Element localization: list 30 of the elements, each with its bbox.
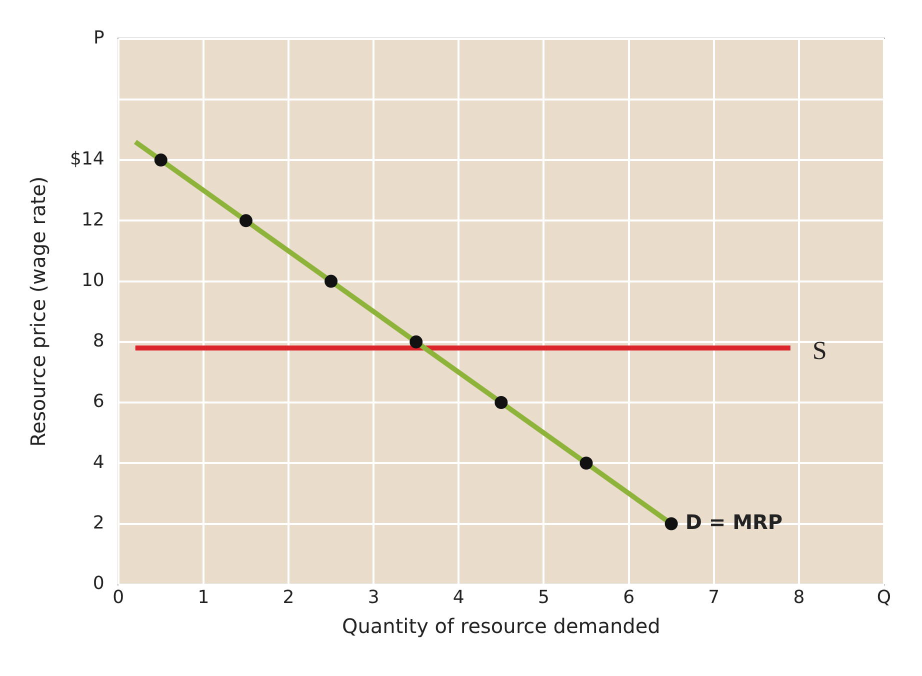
point: [580, 456, 593, 470]
x-tick-label: 5: [538, 586, 550, 608]
x-tick-label: 0: [112, 586, 124, 608]
point: [154, 154, 168, 167]
y-tick-label: 12: [81, 209, 104, 230]
y-axis-title: Resource price (wage rate): [26, 176, 50, 447]
x-tick-label: 8: [793, 586, 805, 608]
y-tick-label: $14: [70, 148, 104, 170]
point: [664, 517, 678, 530]
x-tick-label: 1: [198, 586, 210, 608]
y-tick-label: 6: [92, 391, 104, 412]
x-tick-label: Q: [876, 586, 892, 608]
series-label: S: [812, 336, 827, 365]
y-tick-label: 0: [92, 573, 104, 594]
point: [494, 396, 508, 410]
x-tick-label: 4: [452, 586, 464, 608]
y-tick-label: P: [93, 27, 104, 48]
y-tick-label: 8: [92, 330, 104, 352]
x-tick-label: 3: [368, 586, 380, 608]
x-tick-label: 2: [282, 586, 294, 608]
x-tick-label: 7: [708, 586, 720, 608]
y-tick-label: 2: [92, 512, 104, 534]
series-label: D = MRP: [685, 510, 783, 534]
x-axis-title: Quantity of resource demanded: [342, 614, 660, 638]
x-tick-label: 6: [623, 586, 635, 608]
point: [410, 335, 423, 348]
point: [324, 274, 338, 288]
point: [239, 214, 252, 228]
y-tick-label: 4: [92, 452, 104, 473]
y-tick-label: 10: [81, 270, 104, 291]
